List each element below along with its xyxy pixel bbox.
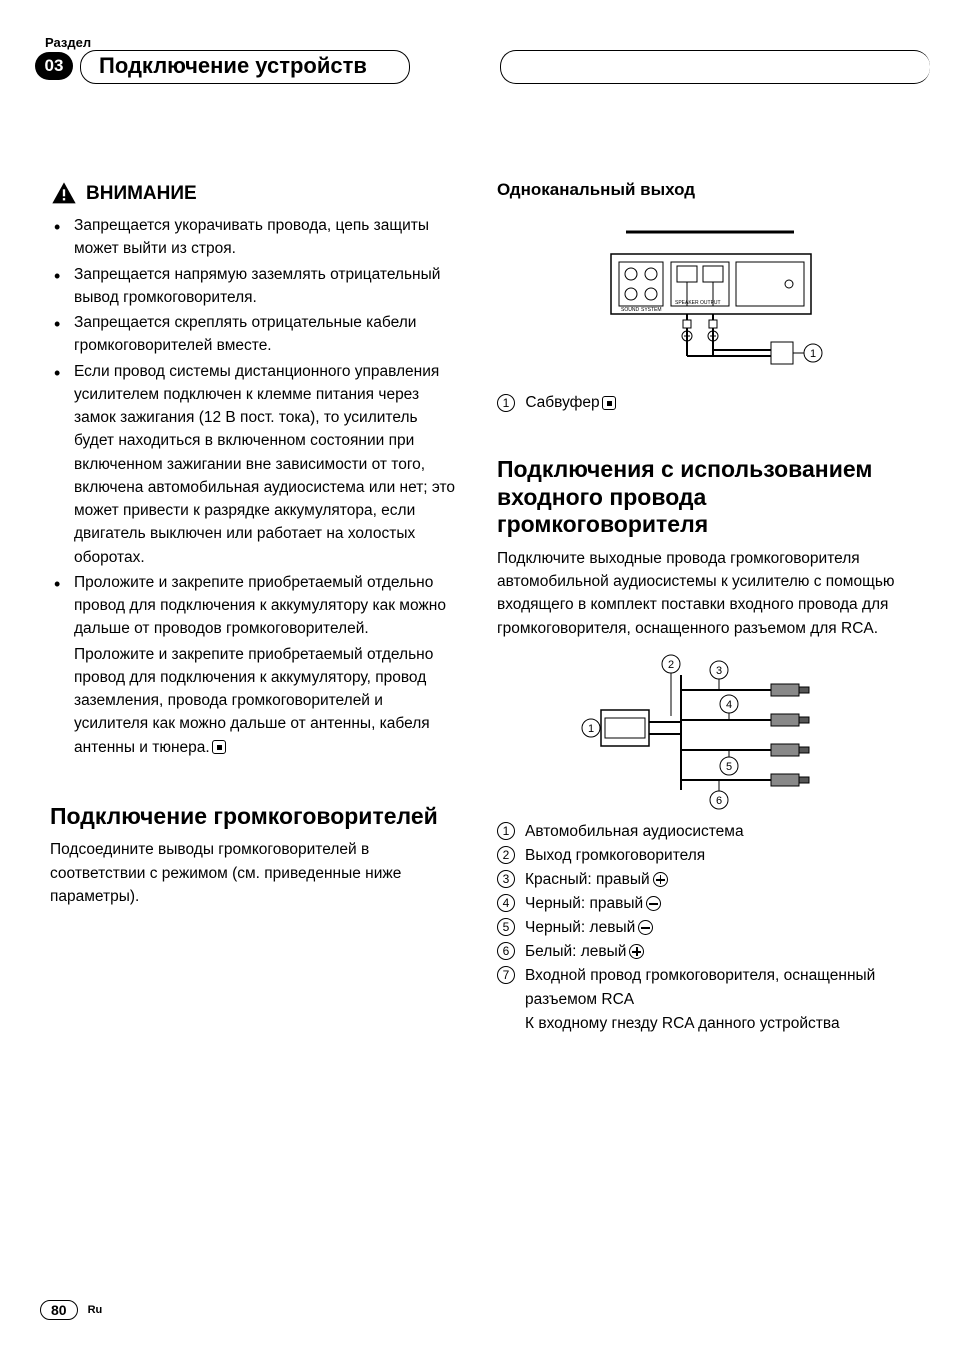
callout-text: Черный: правый [525,895,643,912]
bullet-item: Запрещается укорачивать провода, цепь за… [50,214,457,261]
callout-text: Черный: левый [525,919,635,936]
svg-text:6: 6 [715,795,721,807]
svg-text:SPEAKER OUTPUT: SPEAKER OUTPUT [675,300,721,306]
language-code: Ru [88,1304,103,1316]
callout-text: Выход громкоговорителя [525,847,705,864]
svg-text:SOUND: SOUND [621,307,639,313]
mono-output-diagram: SOUND SYSTEM SPEAKER OUTPUT [571,214,831,384]
warning-header: ВНИМАНИЕ [50,180,457,208]
warning-triangle-icon [50,180,78,208]
callout-item: 5 Черный: левый [497,916,904,940]
svg-text:SYSTEM: SYSTEM [641,307,662,313]
callout-number: 7 [497,966,515,984]
warning-label: ВНИМАНИЕ [86,183,197,205]
callout-text: Входной провод громкоговорителя, оснащен… [525,967,875,1008]
bullet-item: Запрещается напрямую заземлять отрицател… [50,263,457,310]
section-end-icon [212,740,226,754]
callout-number: 5 [497,918,515,936]
minus-icon [646,896,661,911]
page-header: Раздел 03 Подключение устройств [50,40,904,100]
speaker-connection-heading: Подключение громкоговорителей [50,803,457,831]
callout-item: 7 Входной провод громкоговорителя, оснаще… [497,964,904,1012]
callout-item: 4 Черный: правый [497,892,904,916]
bullet-item: Проложите и закрепите приобретаемый отде… [50,571,457,641]
callout-item: 3 Красный: правый [497,868,904,892]
mono-callout-row: 1 Сабвуфер [497,394,904,412]
bullet-item: Если провод системы дистанционного управ… [50,360,457,569]
mono-output-heading: Одноканальный выход [497,180,904,200]
speaker-input-heading: Подключения с использованием входного пр… [497,456,904,539]
svg-text:4: 4 [725,699,731,711]
right-column: Одноканальный выход SOUND SYSTEM SPEAKER… [497,180,904,1036]
callout-text: Автомобильная аудиосистема [525,823,744,840]
plus-icon [629,944,644,959]
section-title: Подключение устройств [99,53,367,78]
speaker-connection-body: Подсоедините выводы громкоговорителей в … [50,838,457,908]
svg-text:5: 5 [725,761,731,773]
section-label: Раздел [45,35,91,50]
section-title-bubble: Подключение устройств [80,50,410,84]
callout-number-1: 1 [497,394,515,412]
svg-text:1: 1 [809,348,815,360]
input-callout-list: 1 Автомобильная аудиосистема 2 Выход громк… [497,820,904,1012]
callout-text: Белый: левый [525,943,626,960]
section-end-icon [602,396,616,410]
callout-text: Красный: правый [525,871,650,888]
callout-number: 4 [497,894,515,912]
callout-item: 6 Белый: левый [497,940,904,964]
bullet-item: Запрещается скреплять отрицательные кабе… [50,311,457,358]
svg-text:1: 1 [587,723,593,735]
content-columns: ВНИМАНИЕ Запрещается укорачивать провода… [50,180,904,1036]
plus-icon [653,872,668,887]
page-footer: 80 Ru [40,1300,102,1320]
callout-item: 1 Автомобильная аудиосистема [497,820,904,844]
callout-number: 1 [497,822,515,840]
callout-7-sub: К входному гнезду RCA данного устройства [497,1012,904,1036]
minus-icon [638,920,653,935]
callout-number: 2 [497,846,515,864]
speaker-input-body: Подключите выходные провода громкоговори… [497,547,904,640]
header-empty-bubble [500,50,930,84]
bullet5-sub-text: Проложите и закрепите приобретаемый отде… [74,646,433,756]
callout-number: 6 [497,942,515,960]
warning-bullet-list: Запрещается укорачивать провода, цепь за… [50,214,457,641]
svg-text:3: 3 [715,665,721,677]
bullet-subparagraph: Проложите и закрепите приобретаемый отде… [50,643,457,759]
mono-callout-1-label: Сабвуфер [525,394,599,411]
section-number-badge: 03 [35,52,73,80]
svg-text:2: 2 [667,659,673,671]
page-number: 80 [40,1300,78,1320]
callout-item: 2 Выход громкоговорителя [497,844,904,868]
left-column: ВНИМАНИЕ Запрещается укорачивать провода… [50,180,457,1036]
speaker-input-diagram: 1 2 3 [571,650,831,810]
callout-number: 3 [497,870,515,888]
